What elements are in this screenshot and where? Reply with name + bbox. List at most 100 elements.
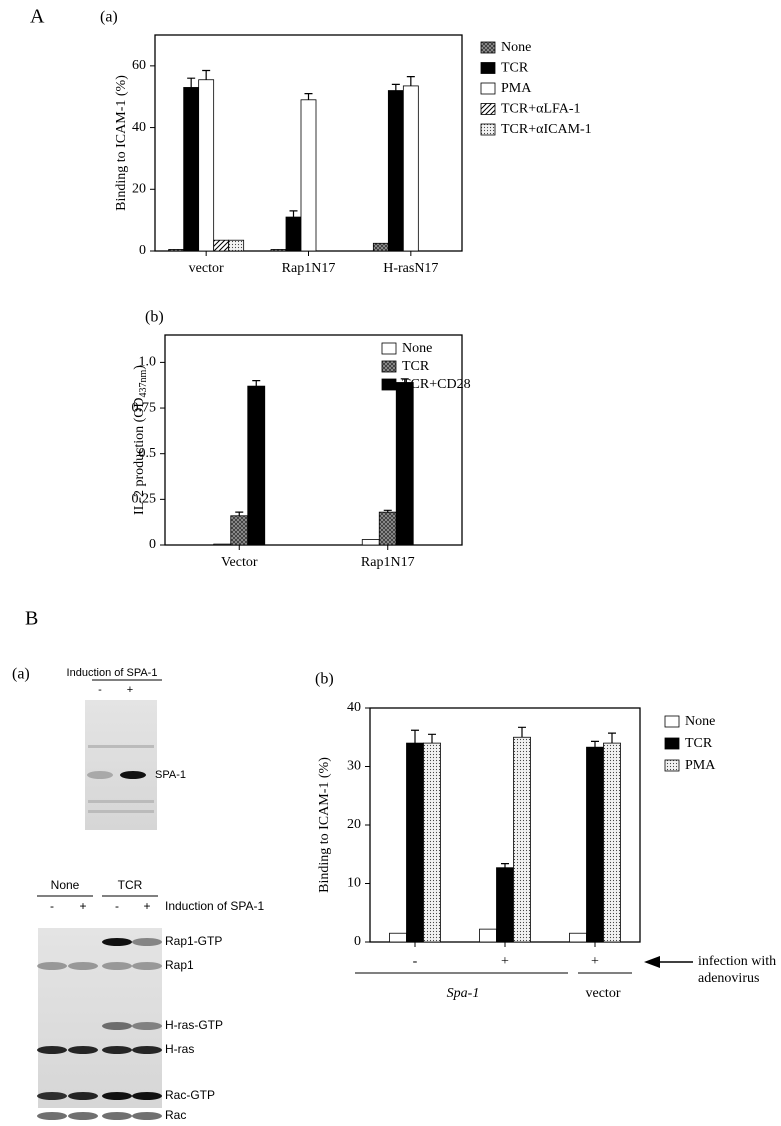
y-tick-label: 0	[354, 934, 361, 949]
legend-label: TCR	[685, 736, 713, 751]
bar	[378, 511, 397, 546]
y-tick-label: 0	[149, 537, 156, 552]
bar	[198, 79, 215, 252]
panel-label: A	[30, 6, 45, 28]
x-tick-label: Vector	[221, 555, 258, 570]
bar	[285, 216, 302, 252]
error-bar	[202, 69, 211, 80]
blot-band	[68, 962, 98, 970]
panel-label: B	[25, 608, 38, 630]
group-label: None	[51, 878, 80, 892]
legend-label: TCR+CD28	[402, 377, 471, 392]
error-bar	[383, 509, 392, 513]
bar	[230, 515, 249, 546]
error-bar	[187, 77, 196, 88]
error-bar	[391, 83, 400, 91]
band-label: SPA-1	[155, 769, 186, 781]
bar	[406, 742, 424, 943]
chart-title: (b)	[315, 671, 334, 688]
blot-band	[132, 962, 162, 970]
group-label: vector	[586, 986, 621, 1001]
bar	[603, 742, 621, 943]
blot-band	[132, 1022, 162, 1030]
x-tick-label: vector	[189, 261, 224, 276]
blot	[85, 700, 157, 830]
legend-label: TCR+αICAM-1	[501, 122, 592, 137]
x-tick-label: +	[501, 954, 509, 969]
error-bar	[501, 863, 509, 868]
bar	[423, 742, 441, 943]
bar	[247, 385, 266, 546]
bar	[168, 249, 185, 252]
error-bar	[252, 380, 261, 387]
blot-band	[132, 1112, 162, 1120]
group-label: Spa-1	[447, 986, 480, 1001]
lane-title: Induction of SPA-1	[165, 899, 264, 913]
blot-smear	[88, 745, 154, 748]
blot-band	[37, 1046, 67, 1054]
legend-swatch	[381, 342, 397, 355]
y-axis-label-end: )	[132, 365, 147, 370]
bar	[387, 90, 404, 252]
lane-label: -	[50, 899, 54, 913]
y-tick-label: 20	[132, 182, 146, 197]
annotation: infection with	[698, 954, 776, 969]
legend-label: None	[402, 341, 432, 356]
blot-band	[68, 1112, 98, 1120]
blot-band	[102, 1022, 132, 1030]
bar	[270, 249, 287, 252]
annotation: adenovirus	[698, 971, 759, 986]
y-tick-label: 20	[347, 817, 361, 832]
x-tick-label: Rap1N17	[361, 555, 415, 570]
legend-swatch	[381, 378, 397, 391]
bar	[496, 867, 514, 943]
blot-band	[68, 1046, 98, 1054]
y-axis-label-sub: 437nm	[138, 370, 149, 398]
band-label: Rap1-GTP	[165, 934, 222, 948]
bar	[372, 242, 389, 252]
legend-swatch	[664, 715, 680, 728]
y-axis-label: IL-2 production (OD437nm)	[132, 365, 149, 515]
error-bar	[608, 732, 616, 744]
blot	[38, 928, 162, 1108]
legend-label: TCR	[402, 359, 430, 374]
bar	[479, 928, 497, 943]
chart-title: (b)	[145, 309, 164, 326]
y-axis-label: Binding to ICAM-1 (%)	[317, 757, 332, 893]
x-tick-label: +	[591, 954, 599, 969]
y-tick-label: 60	[132, 58, 146, 73]
y-axis-label: Binding to ICAM-1 (%)	[114, 75, 129, 211]
error-bar	[411, 729, 419, 744]
legend-swatch	[480, 123, 496, 136]
y-tick-label: 40	[347, 700, 361, 715]
lane-label: -	[115, 899, 119, 913]
blot-title: Induction of SPA-1	[67, 667, 158, 679]
annotation-arrowhead	[644, 956, 660, 968]
blot-band	[68, 1092, 98, 1100]
y-tick-label: 30	[347, 759, 361, 774]
bar	[586, 746, 604, 943]
y-tick-label: 0	[139, 243, 146, 258]
error-bar	[591, 740, 599, 748]
blot-band	[37, 962, 67, 970]
blot-band	[102, 962, 132, 970]
legend-label: None	[685, 714, 715, 729]
y-axis-label-text: IL-2 production (OD	[132, 398, 147, 515]
chart-title: (a)	[100, 9, 118, 26]
bar	[183, 87, 200, 252]
legend-swatch	[381, 360, 397, 373]
blot-band	[102, 1092, 132, 1100]
band-label: H-ras	[165, 1042, 194, 1056]
legend-swatch	[480, 103, 496, 115]
blot-band	[132, 938, 162, 946]
legend-swatch	[664, 737, 680, 750]
panel-sub-label: (a)	[12, 666, 30, 683]
bar	[213, 543, 232, 546]
band-label: Rap1	[165, 958, 194, 972]
y-tick-label: 0.25	[132, 492, 157, 507]
y-axis-label-text: Binding to ICAM-1 (%)	[317, 757, 332, 893]
legend-swatch	[480, 41, 496, 54]
bar	[395, 382, 414, 546]
blot-band	[132, 1092, 162, 1100]
bar	[389, 932, 407, 943]
